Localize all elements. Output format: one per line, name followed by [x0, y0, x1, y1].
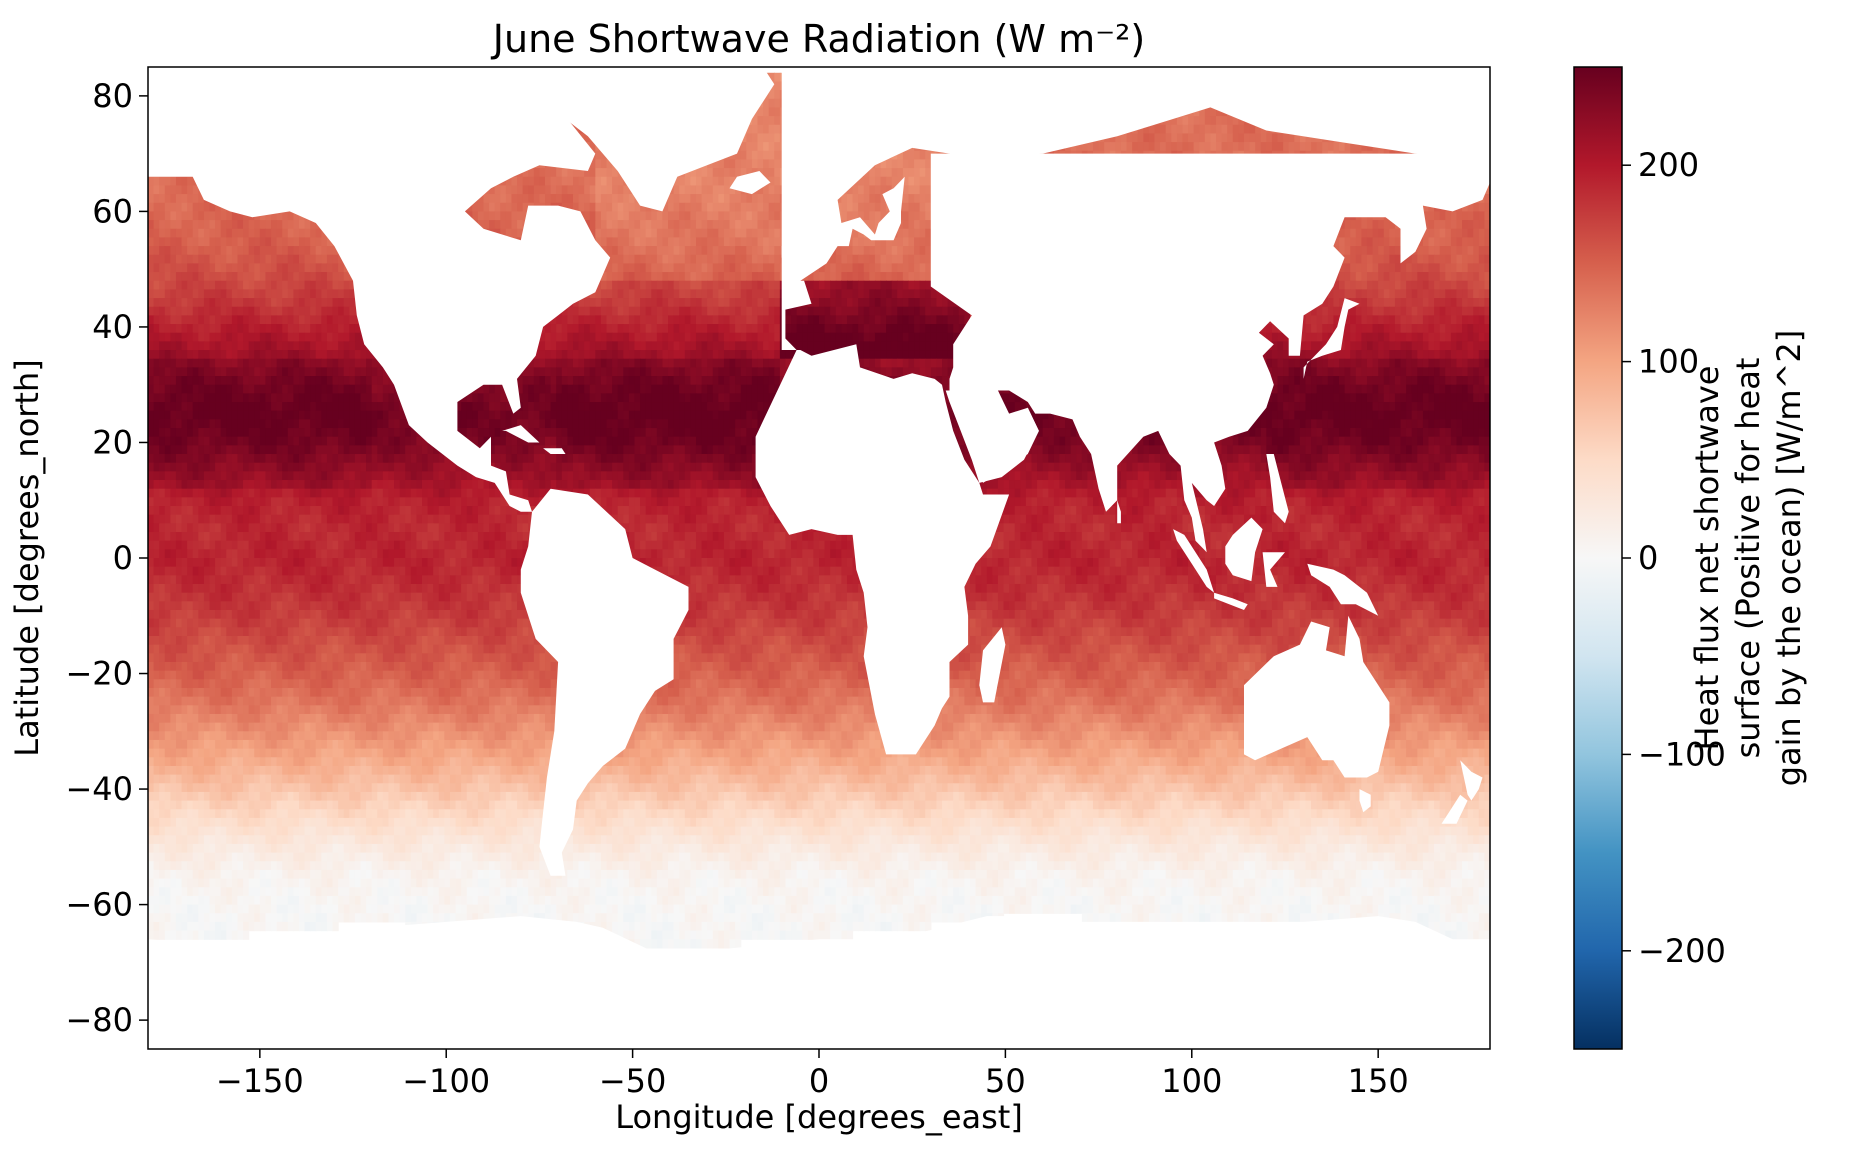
land-new-zealand-north	[1460, 760, 1483, 801]
land-borneo	[1225, 517, 1263, 582]
land-japan	[1303, 298, 1360, 379]
colorbar-tick-label: 200	[1638, 146, 1699, 184]
y-tick-label: −40	[65, 770, 133, 808]
land-hispaniola	[543, 448, 566, 454]
land-south-america	[520, 488, 689, 876]
colorbar-label: Heat flux net shortwave surface (Positiv…	[1688, 330, 1808, 787]
x-axis: −150 −100 −50 0 50 100 150	[216, 1049, 1409, 1100]
colorbar-scale	[1573, 66, 1623, 1050]
land-eurasia-africa	[755, 67, 1490, 755]
land-sulawesi	[1262, 552, 1285, 587]
land-australia	[1244, 615, 1390, 778]
land-asia	[930, 153, 1490, 553]
colorbar-label-line-1: Heat flux net shortwave	[1688, 366, 1726, 751]
plot-area	[147, 66, 1491, 1050]
land-arabia	[945, 390, 1039, 483]
land-sri-lanka	[1117, 500, 1121, 524]
colorbar-label-line-2: surface (Positive for heat	[1729, 358, 1767, 759]
x-tick-label: 0	[809, 1062, 829, 1100]
land-ireland	[781, 240, 797, 258]
y-axis-label: Latitude [degrees_north]	[8, 359, 46, 757]
y-tick-label: 80	[92, 77, 133, 115]
y-tick-label: 20	[92, 423, 133, 461]
y-tick-label: −60	[65, 886, 133, 924]
land-philippines	[1266, 454, 1289, 524]
colorbar-tick-label: 100	[1638, 343, 1699, 381]
colorbar-label-line-3: gain by the ocean) [W/m^2]	[1770, 330, 1808, 787]
colorbar-tick-label: 0	[1638, 539, 1658, 577]
x-tick-label: −100	[402, 1062, 490, 1100]
x-tick-label: 150	[1348, 1062, 1409, 1100]
land-sumatra	[1173, 529, 1215, 593]
land-north-america	[148, 67, 611, 512]
y-tick-label: −80	[65, 1001, 133, 1039]
y-axis: 80 60 40 20 0 −20 −40 −60 −80	[65, 77, 148, 1039]
land-java	[1214, 592, 1248, 610]
x-tick-label: −50	[599, 1062, 667, 1100]
x-tick-label: 50	[985, 1062, 1026, 1100]
colorbar-tick-label: −200	[1638, 932, 1726, 970]
colorbar-tick-label: −100	[1638, 735, 1726, 773]
land-greenland	[550, 67, 775, 212]
y-tick-label: 0	[113, 539, 133, 577]
land-tasmania	[1359, 789, 1371, 813]
y-tick-label: 60	[92, 192, 133, 230]
x-tick-label: 100	[1161, 1062, 1222, 1100]
x-axis-label: Longitude [degrees_east]	[615, 1098, 1023, 1136]
chart-title: June Shortwave Radiation (W m⁻²)	[491, 17, 1145, 61]
land-mask	[148, 67, 1490, 1049]
land-great-britain	[796, 217, 823, 270]
land-madagascar	[979, 627, 1006, 703]
land-iceland	[729, 171, 771, 195]
land-antarctica	[148, 916, 1490, 1049]
colorbar: 200 100 0 −100 −200 Heat flux net shortwave …	[1573, 66, 1808, 1050]
land-cuba	[502, 425, 540, 443]
colorbar-ticks: 200 100 0 −100 −200	[1622, 146, 1726, 970]
x-tick-label: −150	[216, 1062, 304, 1100]
land-new-guinea	[1307, 563, 1379, 616]
y-tick-label: 40	[92, 308, 133, 346]
land-new-zealand-south	[1441, 794, 1468, 824]
y-tick-label: −20	[65, 655, 133, 693]
